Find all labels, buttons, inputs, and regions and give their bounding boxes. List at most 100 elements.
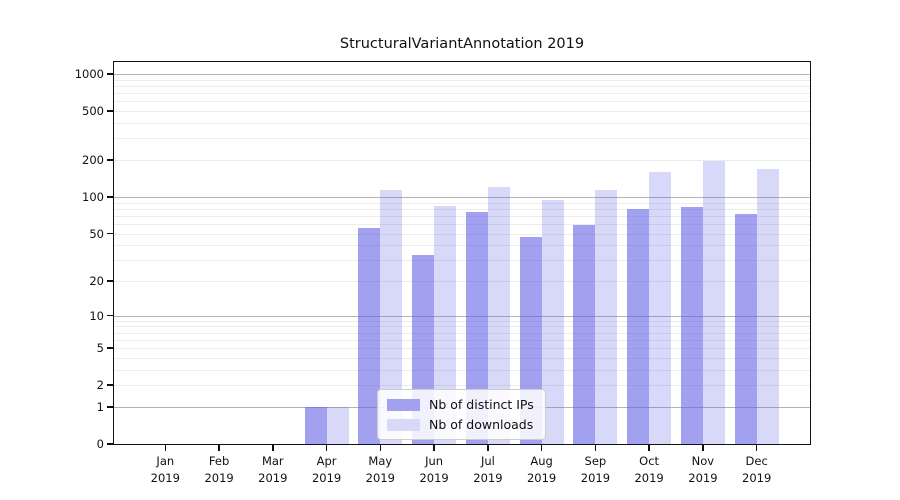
x-tick-dec (755, 444, 758, 451)
x-tick-feb (218, 444, 220, 451)
x-tick-year: 2019 (150, 471, 180, 485)
y-tick-100 (106, 196, 114, 198)
bar-distinct-ips-apr (304, 406, 327, 444)
bar-downloads-dec (756, 168, 779, 444)
x-tick-mar (272, 444, 274, 451)
gridline-minor-700 (114, 93, 810, 95)
x-tick-year: 2019 (580, 471, 611, 485)
gridline-major-10 (114, 315, 810, 317)
bar-distinct-ips-sep (573, 224, 596, 444)
gridline-minor-400 (114, 123, 810, 124)
y-tick-5 (106, 347, 114, 349)
gridline-minor-900 (114, 79, 810, 81)
gridline-minor-70 (114, 215, 810, 217)
x-tick-month: Nov (691, 454, 715, 468)
x-tick-year: 2019 (634, 471, 664, 485)
y-tick-label-1: 1 (96, 399, 104, 414)
y-tick-2 (106, 384, 114, 386)
x-tick-month: Aug (530, 454, 553, 468)
gridline-minor-30 (114, 260, 810, 262)
x-tick-label-sep: Sep 2019 (567, 453, 623, 487)
y-tick-0 (106, 443, 114, 445)
x-tick-label-jul: Jul 2019 (460, 453, 516, 487)
chart-legend: Nb of distinct IPs Nb of downloads (377, 389, 546, 440)
bar-distinct-ips-dec (734, 214, 757, 444)
bar-distinct-ips-may (358, 228, 381, 444)
gridline-minor-90 (114, 202, 810, 204)
bar-downloads-may (380, 189, 403, 444)
gridline-minor-9 (114, 320, 810, 322)
x-tick-label-apr: Apr 2019 (299, 453, 355, 487)
x-tick-aug (540, 444, 543, 451)
gridline-minor-50 (114, 233, 810, 235)
x-tick-month: May (368, 454, 393, 468)
y-tick-label-200: 200 (82, 153, 104, 167)
bar-distinct-ips-jul (465, 212, 488, 444)
y-tick-label-500: 500 (82, 104, 104, 119)
gridline-minor-500 (114, 111, 810, 113)
gridline-major-1000 (114, 74, 810, 75)
gridline-minor-4 (114, 357, 810, 359)
y-tick-10 (106, 314, 114, 317)
y-tick-label-100: 100 (82, 189, 104, 204)
x-tick-apr (325, 444, 328, 451)
gridline-minor-6 (114, 339, 810, 341)
gridline-minor-60 (114, 223, 810, 225)
x-tick-label-aug: Aug 2019 (514, 453, 570, 487)
y-tick-label-20: 20 (89, 274, 104, 288)
bar-downloads-oct (649, 171, 672, 444)
y-tick-500 (106, 110, 114, 112)
y-tick-label-1000: 1000 (74, 67, 104, 81)
y-tick-label-10: 10 (89, 308, 104, 323)
x-tick-jun (433, 444, 435, 451)
legend-swatch-distinct-ips (387, 398, 420, 411)
y-tick-label-2: 2 (96, 378, 104, 393)
gridline-minor-40 (114, 245, 810, 247)
y-tick-1 (106, 406, 114, 408)
x-tick-label-feb: Feb 2019 (191, 453, 247, 487)
x-tick-year: 2019 (204, 471, 234, 485)
bar-downloads-sep (595, 190, 618, 444)
legend-swatch-downloads (387, 418, 420, 431)
gridline-minor-2 (114, 385, 810, 387)
gridline-minor-5 (114, 348, 810, 350)
x-tick-year: 2019 (688, 471, 718, 485)
y-tick-20 (106, 280, 114, 282)
gridline-minor-3 (114, 369, 810, 371)
x-tick-month: Jul (480, 454, 495, 468)
y-tick-label-0: 0 (96, 437, 104, 451)
x-tick-month: Mar (261, 454, 284, 468)
chart-title: StructuralVariantAnnotation 2019 (339, 36, 585, 52)
x-tick-month: Apr (316, 454, 337, 468)
bar-downloads-apr (326, 406, 349, 444)
bar-downloads-aug (541, 199, 564, 444)
x-tick-year: 2019 (742, 471, 772, 485)
bar-downloads-jun (434, 206, 457, 444)
x-tick-may (379, 444, 382, 451)
legend-item-downloads: Nb of downloads (387, 417, 534, 432)
x-tick-oct (648, 444, 650, 451)
x-tick-month: Jun (425, 454, 444, 468)
plot-area (114, 62, 810, 444)
x-tick-month: Feb (208, 454, 230, 468)
bar-distinct-ips-nov (680, 206, 703, 444)
x-tick-year: 2019 (258, 471, 288, 485)
x-tick-label-may: May 2019 (352, 453, 408, 487)
gridline-minor-80 (114, 208, 810, 210)
y-tick-50 (106, 232, 114, 235)
bar-distinct-ips-oct (627, 209, 650, 444)
gridline-minor-8 (114, 326, 810, 328)
x-tick-jul (487, 444, 489, 451)
legend-item-distinct-ips: Nb of distinct IPs (387, 397, 534, 412)
gridline-major-100 (114, 196, 810, 198)
x-tick-year: 2019 (365, 471, 395, 485)
gridline-minor-7 (114, 332, 810, 334)
x-tick-month: Jan (156, 454, 175, 468)
x-tick-month: Sep (584, 454, 607, 468)
x-tick-nov (702, 444, 704, 451)
x-tick-jan (164, 444, 167, 451)
x-tick-year: 2019 (473, 471, 503, 485)
y-tick-1000 (106, 73, 114, 75)
gridline-minor-200 (114, 160, 810, 161)
